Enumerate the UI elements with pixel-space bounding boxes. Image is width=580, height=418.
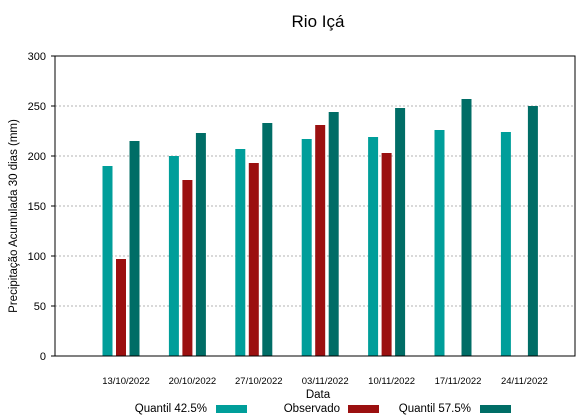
x-ticks: 13/10/2022 20/10/2022 27/10/2022 03/11/2022… [102,376,548,387]
bar-quantil-57-5--5 [395,108,406,356]
bar-quantil-42-5--2 [168,156,179,356]
bar-quantil-57-5--2 [195,133,206,356]
y-tick-label: 300 [28,51,46,63]
legend-swatch [216,405,247,413]
legend-swatch [348,405,379,413]
bar-quantil-42-5--6 [434,130,445,356]
y-tick-label: 150 [28,201,46,213]
bar-quantil-42-5--5 [368,137,379,356]
x-tick-label: 20/10/2022 [169,376,217,387]
grid [55,105,575,307]
bar-observado-1 [116,259,126,356]
bar-observado-5 [381,153,392,356]
bar-quantil-57-5--3 [262,123,273,356]
y-tick-label: 200 [28,151,46,163]
bar-quantil-57-5--6 [461,99,472,356]
y-ticks: 0 50 100 150 200 250 300 [28,51,55,363]
bar-quantil-42-5--4 [301,139,312,356]
y-tick-label: 250 [28,101,46,113]
x-tick-label: 03/11/2022 [302,376,349,387]
x-tick-label: 17/11/2022 [435,376,482,387]
chart-title: Rio Içá [292,12,345,31]
bar-quantil-57-5--4 [328,112,339,356]
legend-label: Observado [284,403,340,415]
bar-quantil-57-5--7 [527,106,538,356]
y-tick-label: 0 [40,351,46,363]
bar-quantil-42-5--7 [500,132,511,356]
y-tick-label: 100 [28,251,46,263]
y-tick-label: 50 [34,301,46,313]
bar-observado-2 [182,180,193,356]
legend-label: Quantil 42.5% [135,403,207,415]
legend-swatch [480,405,511,413]
bar-quantil-42-5--3 [235,149,246,356]
bar-observado-4 [315,125,326,356]
legend-label: Quantil 57.5% [399,403,471,415]
x-tick-label: 27/10/2022 [235,376,283,387]
x-tick-label: 10/11/2022 [368,376,415,387]
bars [102,99,538,356]
bar-observado-3 [248,163,259,356]
x-tick-label: 24/11/2022 [501,376,548,387]
bar-quantil-57-5--1 [129,141,140,356]
legend: Quantil 42.5% Observado Quantil 57.5% [135,403,511,415]
x-axis-label: Data [306,389,331,401]
y-axis-label: Precipitação Acumulada 30 dias (mm) [8,119,20,313]
bar-quantil-42-5--1 [102,166,113,356]
x-tick-label: 13/10/2022 [102,376,150,387]
